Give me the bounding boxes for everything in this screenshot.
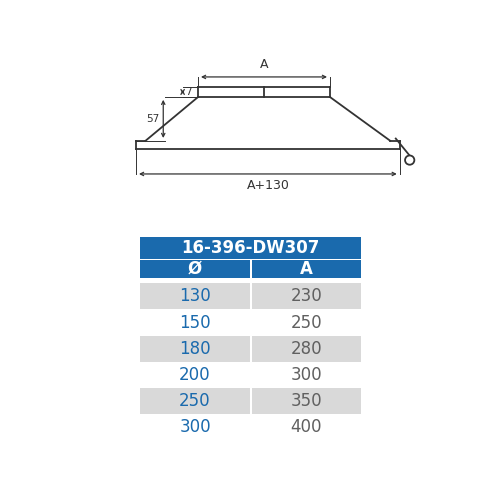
Text: Ø: Ø	[188, 260, 202, 278]
Text: 400: 400	[290, 418, 322, 436]
Text: 57: 57	[146, 114, 160, 124]
Bar	[140, 284, 250, 310]
Text: 130: 130	[179, 288, 211, 306]
Text: 300: 300	[290, 366, 322, 384]
Bar	[252, 336, 361, 362]
Text: 180: 180	[179, 340, 211, 358]
Bar	[140, 237, 361, 258]
Text: 200: 200	[179, 366, 211, 384]
Bar	[140, 336, 250, 362]
Text: 230: 230	[290, 288, 322, 306]
Bar	[252, 260, 361, 278]
Bar	[252, 284, 361, 310]
Text: 16-396-DW307: 16-396-DW307	[181, 239, 320, 257]
Text: 250: 250	[290, 314, 322, 332]
Text: 300: 300	[179, 418, 211, 436]
Text: 350: 350	[290, 392, 322, 410]
Bar	[140, 260, 250, 278]
Text: A: A	[300, 260, 312, 278]
Text: 150: 150	[179, 314, 211, 332]
Text: 7: 7	[185, 87, 192, 97]
Bar	[140, 388, 250, 414]
Text: 250: 250	[179, 392, 211, 410]
Text: A: A	[260, 58, 268, 71]
Bar	[252, 388, 361, 414]
Text: 280: 280	[290, 340, 322, 358]
Text: A+130: A+130	[246, 178, 290, 192]
